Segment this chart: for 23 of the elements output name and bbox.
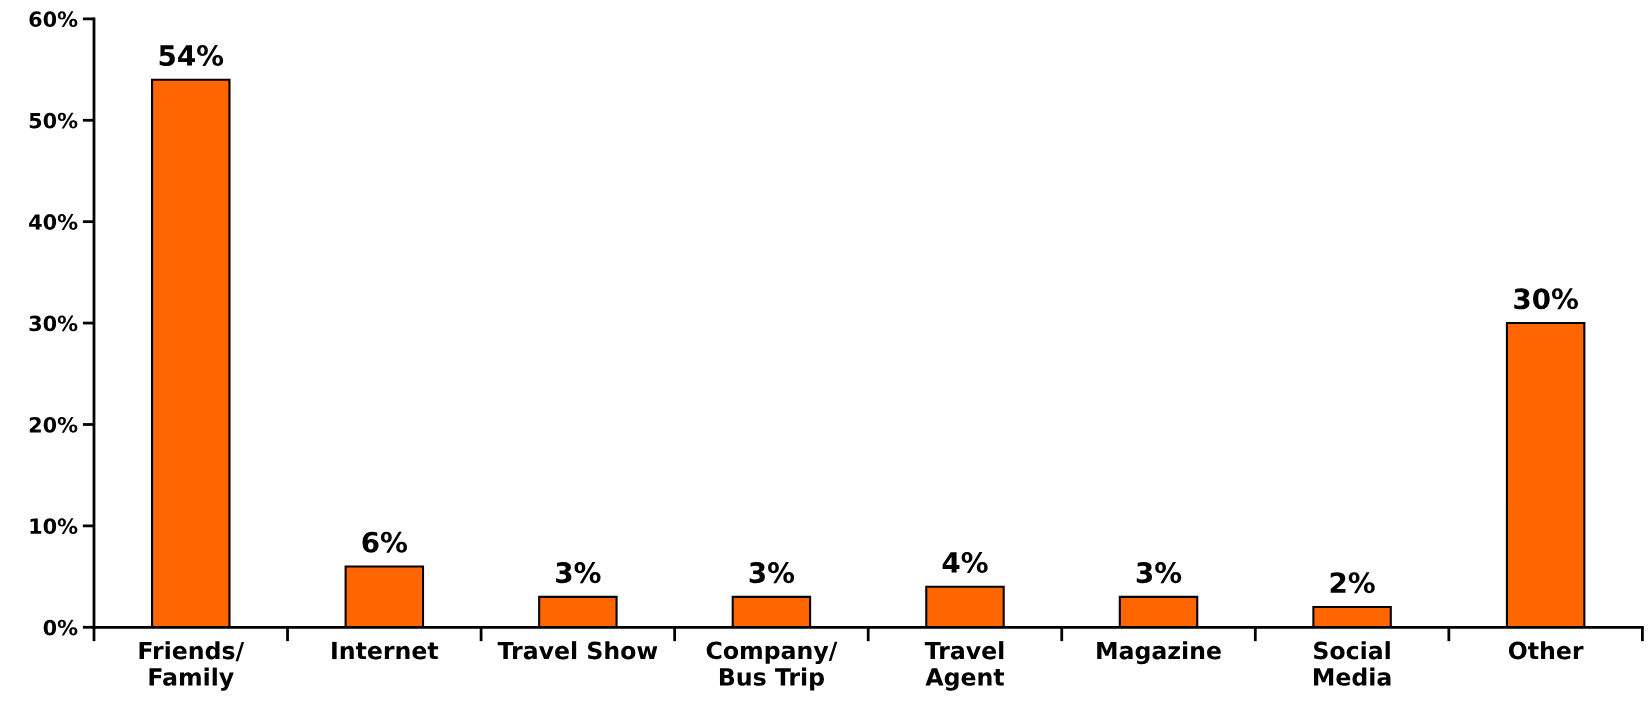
data-label: 4% — [942, 551, 988, 573]
data-label: 6% — [362, 531, 408, 553]
y-tick-label: 30% — [29, 315, 78, 332]
data-label: 3% — [749, 562, 795, 584]
data-label: 2% — [1330, 572, 1375, 594]
y-tick-label: 60% — [29, 11, 78, 28]
data-label: 3% — [556, 562, 601, 584]
y-tick-label: 20% — [29, 416, 78, 433]
x-tick-label: Magazine — [1097, 641, 1221, 665]
data-label: 3% — [1136, 562, 1182, 584]
y-tick-label: 50% — [29, 112, 78, 129]
data-label: 30% — [1514, 288, 1578, 310]
data-label: 54% — [159, 44, 224, 66]
x-tick-label: Friends/ Family — [139, 641, 245, 691]
x-tick-label: Travel Show — [497, 641, 658, 660]
x-tick-label: Social Media — [1314, 641, 1391, 686]
x-tick-label: Internet — [332, 641, 439, 660]
y-tick-label: 0% — [43, 619, 78, 636]
y-tick-label: 10% — [30, 518, 78, 535]
y-tick-label: 40% — [29, 214, 78, 230]
x-tick-label: Company/ Bus Trip — [706, 641, 838, 691]
x-tick-label: Travel Agent — [924, 641, 1005, 691]
x-tick-label: Other — [1508, 641, 1584, 660]
